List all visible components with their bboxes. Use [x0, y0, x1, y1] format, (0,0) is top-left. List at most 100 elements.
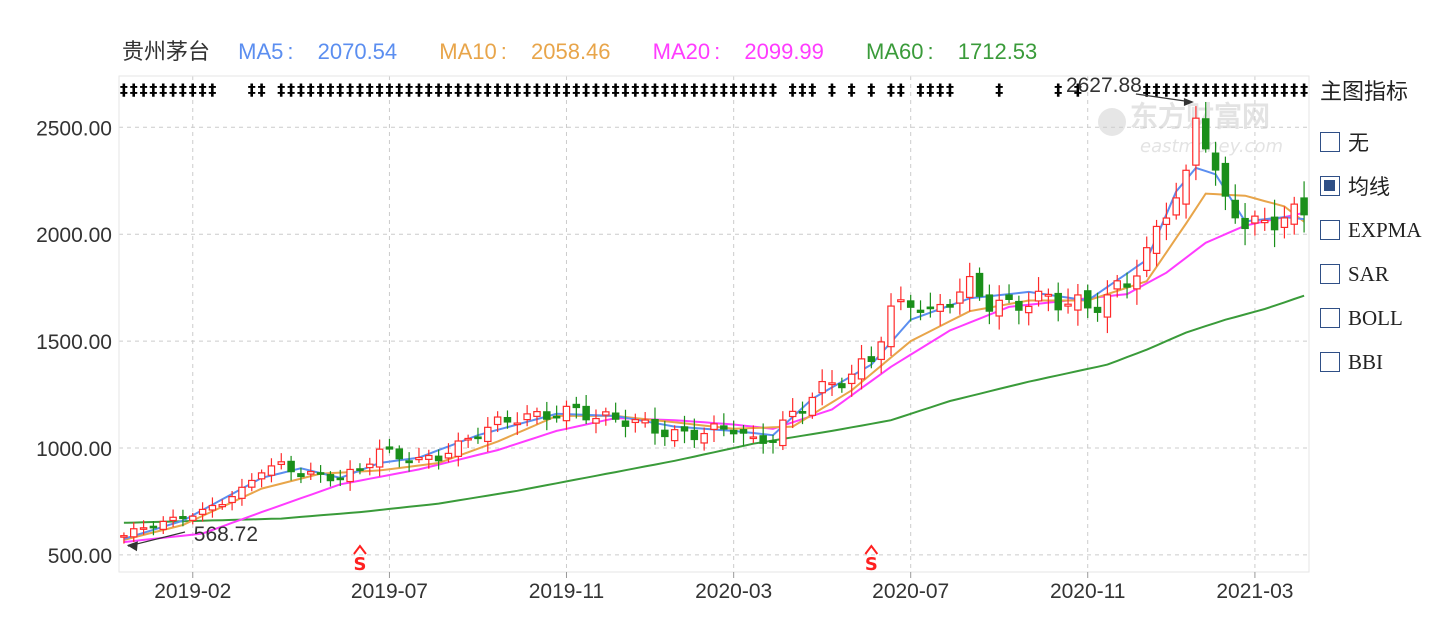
candle-down — [975, 272, 984, 297]
candle-down — [1270, 216, 1279, 231]
signal-glyph: ‡ — [631, 80, 639, 99]
x-tick-label: 2020-03 — [695, 580, 772, 603]
candle-up — [1182, 169, 1190, 205]
legend-ma5: MA5: 2070.54 — [238, 39, 398, 64]
candle-down — [1231, 199, 1239, 219]
signal-glyph: ‡ — [179, 80, 187, 99]
indicator-option-expma[interactable]: EXPMA — [1320, 208, 1440, 252]
candle-up — [897, 299, 905, 303]
indicator-option-sar[interactable]: SAR — [1320, 252, 1440, 296]
candle-up — [936, 303, 944, 312]
candle-down — [906, 300, 915, 308]
indicator-option-label: 均线 — [1348, 175, 1390, 199]
indicator-option-label: BOLL — [1348, 305, 1403, 330]
candle-down — [946, 303, 954, 308]
stock-name: 贵州茅台 — [122, 39, 211, 64]
candle-up — [238, 486, 246, 499]
candle-up — [484, 426, 492, 443]
candle-up — [1133, 275, 1141, 290]
signal-glyph: ‡ — [356, 80, 364, 99]
checkbox-bbi[interactable] — [1320, 352, 1340, 372]
candle-down — [1201, 118, 1210, 150]
legend-ma60-value: 1712.53 — [957, 39, 1038, 64]
signal-glyph: ‡ — [651, 80, 659, 99]
signal-glyph: ‡ — [808, 80, 816, 99]
signal-glyph: ‡ — [317, 80, 325, 99]
signal-glyph: ‡ — [1182, 80, 1190, 99]
signal-glyph: ‡ — [454, 80, 462, 99]
x-tick-label: 2019-11 — [529, 580, 605, 603]
candle-down — [769, 440, 777, 443]
candle-up — [1103, 294, 1112, 318]
ma5-line — [123, 166, 1305, 540]
candle-down — [179, 516, 187, 520]
indicator-option-none[interactable]: 无 — [1320, 120, 1440, 164]
candle-up — [670, 429, 679, 442]
candle-down — [729, 429, 738, 435]
candle-down — [926, 306, 935, 310]
indicator-option-boll[interactable]: BOLL — [1320, 296, 1440, 340]
plot-frame — [118, 75, 1310, 573]
signal-glyph: ‡ — [248, 80, 256, 99]
signal-glyph: ‡ — [690, 80, 698, 99]
signal-glyph: ‡ — [946, 80, 954, 99]
candle-up — [602, 411, 610, 416]
candle-up — [366, 463, 374, 469]
candle-down — [1123, 283, 1131, 288]
y-tick-label: 500.00 — [48, 545, 112, 568]
ma-legend: 贵州茅台 MA5: 2070.54 MA10: 2058.46 MA20: 20… — [122, 36, 1073, 68]
high-label: 2627.88 — [1066, 74, 1142, 97]
indicator-option-ma[interactable]: 均线 — [1320, 164, 1440, 208]
candle-up — [1162, 217, 1171, 226]
candle-down — [1093, 306, 1102, 313]
candle-up — [592, 417, 600, 424]
signal-glyph: ‡ — [287, 80, 295, 99]
signal-glyph: ‡ — [425, 80, 433, 99]
candles — [120, 101, 1308, 544]
candle-up — [257, 472, 266, 480]
signal-glyph: ‡ — [740, 80, 748, 99]
candle-up — [956, 291, 964, 304]
candle-up — [425, 454, 433, 460]
signal-glyph: ‡ — [1251, 80, 1259, 99]
candle-down — [149, 525, 158, 529]
watermark-en: eastmoney.com — [1140, 136, 1283, 157]
candle-up — [513, 422, 522, 426]
signal-glyph: ‡ — [130, 80, 138, 99]
candle-down — [385, 446, 394, 450]
candle-down — [661, 429, 669, 438]
signal-glyph: ‡ — [366, 80, 374, 99]
signal-glyph: ‡ — [572, 80, 580, 99]
checkbox-boll[interactable] — [1320, 308, 1340, 328]
checkbox-ma[interactable] — [1320, 176, 1340, 196]
indicator-option-label: EXPMA — [1348, 217, 1422, 242]
signal-glyph: ‡ — [1271, 80, 1279, 99]
indicator-panel: 主图指标 无 均线 EXPMA SAR BOLL BBI — [1320, 76, 1440, 384]
signal-glyph: ‡ — [562, 80, 570, 99]
signal-glyph: ‡ — [415, 80, 423, 99]
watermark-cn: 东方财富网 — [1130, 100, 1270, 133]
candle-down — [543, 411, 551, 420]
checkbox-expma[interactable] — [1320, 220, 1340, 240]
candle-up — [1074, 294, 1082, 311]
indicator-option-bbi[interactable]: BBI — [1320, 340, 1440, 384]
y-tick-label: 1000.00 — [36, 438, 112, 461]
checkbox-none[interactable] — [1320, 132, 1340, 152]
indicator-panel-title: 主图指标 — [1320, 79, 1409, 104]
x-tick-label: 2020-11 — [1050, 580, 1126, 603]
low-label: 568.72 — [194, 523, 258, 546]
checkbox-sar[interactable] — [1320, 264, 1340, 284]
candle-down — [582, 405, 590, 421]
candle-down — [838, 383, 846, 389]
sell-signal-arrow — [864, 544, 879, 555]
candle-up — [1142, 247, 1151, 272]
watermark-logo: 东方财富网 eastmoney.com — [1098, 100, 1283, 157]
high-arrowhead — [1183, 97, 1194, 106]
signal-glyph: ‡ — [641, 80, 649, 99]
candle-up — [1192, 117, 1200, 166]
signal-glyph: ‡ — [799, 80, 807, 99]
candle-up — [464, 437, 472, 441]
candle-up — [818, 380, 826, 394]
candle-up — [228, 496, 236, 504]
